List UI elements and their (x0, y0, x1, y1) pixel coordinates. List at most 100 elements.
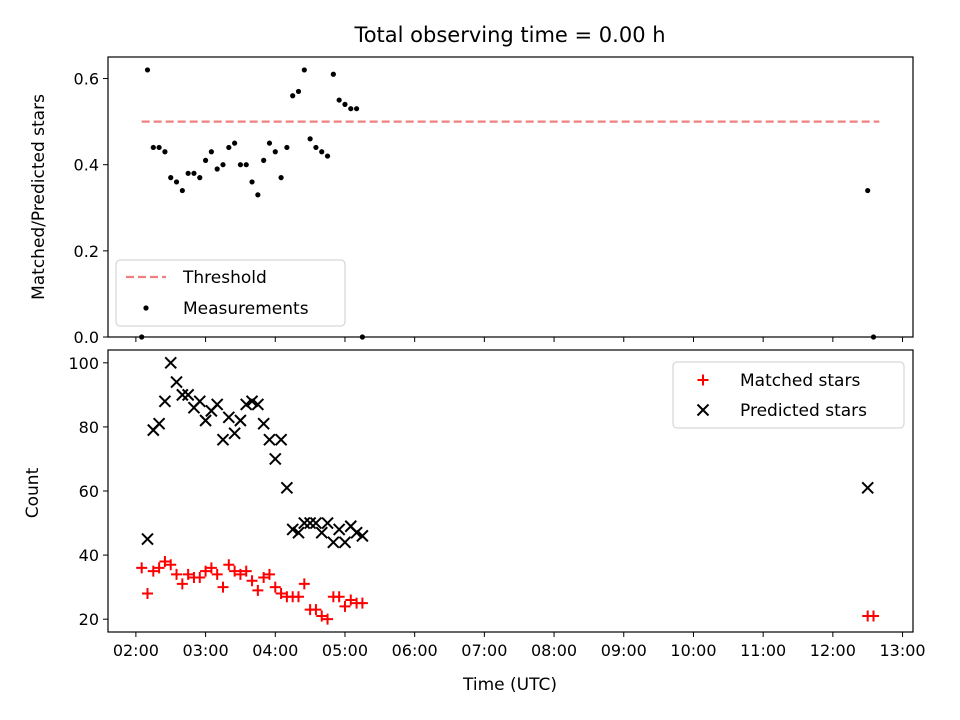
predicted-star-point (332, 523, 346, 536)
matched-star-point (298, 578, 310, 590)
matched-star-point (211, 568, 223, 580)
legend-matched-swatch (697, 374, 709, 386)
measurement-point (144, 67, 151, 73)
matched-star-point (339, 600, 351, 612)
predicted-star-point (245, 395, 259, 408)
predicted-star-point (141, 532, 154, 546)
matched-star-point (234, 568, 246, 580)
bottom-y-tick-label: 40 (79, 546, 99, 565)
measurement-point (162, 149, 168, 155)
predicted-star-point (861, 481, 874, 495)
predicted-star-point (315, 526, 328, 539)
measurement-point (243, 162, 249, 168)
matched-star-point (159, 556, 171, 567)
measurement-point (278, 175, 284, 181)
measurement-point (214, 166, 220, 172)
measurement-point (342, 101, 348, 107)
legend-measurement-swatch (143, 305, 149, 311)
matched-star-point (200, 565, 212, 577)
predicted-star-point (199, 414, 212, 427)
predicted-star-point (176, 388, 189, 402)
legend-matched-label: Matched stars (740, 371, 860, 391)
measurement-point (348, 106, 354, 112)
bottom-y-tick-label: 80 (79, 418, 99, 437)
predicted-star-point (350, 526, 363, 539)
predicted-star-point (158, 395, 172, 408)
bottom-x-tick-label: 04:00 (252, 641, 298, 660)
top-y-tick-label: 0.6 (74, 70, 99, 89)
predicted-star-point (263, 433, 276, 446)
predicted-star-point (303, 516, 317, 530)
matched-star-point (310, 604, 322, 616)
bottom-x-tick-label: 09:00 (601, 641, 647, 660)
matched-star-point (153, 562, 165, 574)
bottom-x-tick-label: 10:00 (670, 641, 716, 660)
measurement-point (330, 71, 336, 77)
matched-star-point (258, 572, 270, 584)
predicted-star-point (234, 414, 247, 427)
predicted-star-point (210, 398, 224, 411)
bottom-x-tick-label: 06:00 (392, 641, 438, 660)
bottom-x-tick-label: 12:00 (810, 641, 856, 660)
matched-star-point (171, 568, 183, 580)
predicted-star-point (216, 433, 230, 446)
matched-star-point (182, 568, 194, 580)
predicted-star-point (251, 398, 265, 411)
predicted-star-point (164, 356, 177, 370)
measurement-point (185, 170, 191, 176)
predicted-star-point (327, 536, 340, 549)
measurement-point (324, 153, 331, 159)
top-legend-box (115, 259, 346, 327)
measurement-point (232, 140, 238, 146)
predicted-star-point (228, 427, 241, 440)
predicted-star-point (280, 481, 294, 495)
measurement-point (336, 97, 342, 103)
legend-threshold-label: Threshold (182, 268, 267, 288)
matched-star-point (217, 581, 229, 593)
bottom-plot: 20 40 60 80 100 02:00 03:00 04:00 05:00 06:00 07:0… (68, 349, 926, 660)
measurement-point (156, 144, 162, 151)
matched-star-point (141, 588, 153, 600)
measurement-point (173, 179, 180, 185)
predicted-star-point (309, 516, 323, 530)
measurement-point (295, 88, 302, 95)
measurement-point (301, 67, 307, 73)
measurement-point (266, 140, 273, 146)
predicted-star-point (321, 516, 334, 530)
matched-star-point (322, 613, 334, 625)
measurement-point (255, 192, 261, 198)
bottom-x-tick-label: 11:00 (740, 641, 786, 660)
matched-star-point (293, 591, 305, 603)
measurement-point (208, 149, 214, 155)
predicted-star-point (170, 375, 183, 389)
measurement-point (150, 144, 156, 151)
matched-star-point (147, 565, 159, 577)
predicted-star-point (181, 388, 195, 402)
predicted-star-point (274, 433, 288, 446)
matched-star-point (275, 588, 287, 600)
measurement-point (865, 187, 871, 194)
predicted-star-point (286, 523, 299, 536)
matched-star-point (223, 559, 235, 571)
top-y-tick-label: 0.0 (74, 328, 99, 347)
x-axis-label: Time (UTC) (462, 675, 557, 695)
measurement-point (307, 136, 313, 142)
top-legend: Threshold Measurements (115, 259, 346, 327)
measurement-point (272, 149, 278, 155)
bottom-x-tick-label: 02:00 (113, 641, 159, 660)
matched-star-point (176, 578, 188, 590)
top-y-axis-label: Matched/Predicted stars (29, 94, 49, 300)
bottom-y-tick-label: 100 (68, 354, 99, 373)
top-y-tick-label: 0.4 (74, 156, 99, 175)
matched-star-point (263, 568, 275, 580)
predicted-star-point (193, 395, 206, 408)
predicted-star-point (356, 529, 369, 543)
measurement-point (237, 162, 244, 168)
measurement-point (179, 187, 185, 194)
predicted-star-point (338, 536, 352, 549)
measurement-point (226, 144, 232, 151)
matched-star-point (316, 610, 328, 622)
matched-star-point (205, 562, 217, 574)
measurement-point (261, 157, 267, 163)
